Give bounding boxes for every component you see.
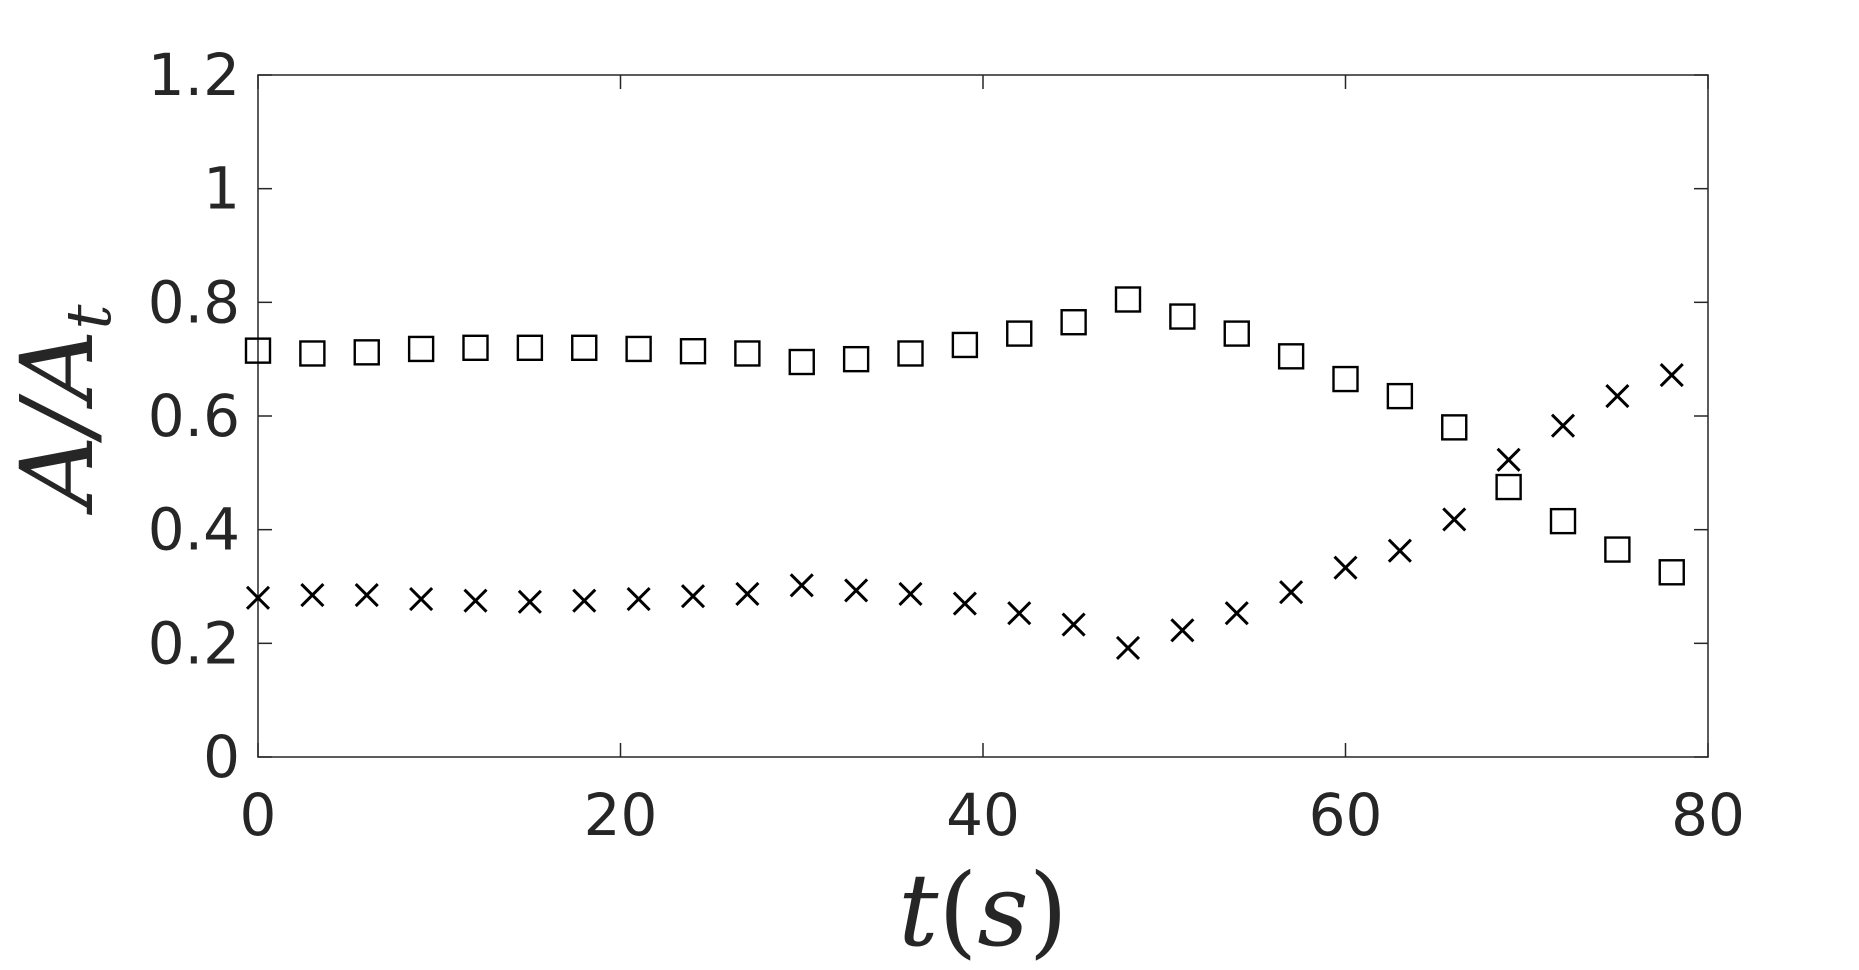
- square-marker: [1223, 320, 1250, 347]
- x-marker: [1170, 618, 1195, 643]
- square-marker: [353, 339, 380, 366]
- x-tick-label: 20: [584, 781, 658, 849]
- x-marker: [245, 585, 271, 610]
- y-tick-label: 0.2: [148, 609, 240, 677]
- tick-labels-layer: 0 20 40 60 80 0 0.2 0.4 0.6 0.8 1 1.2: [148, 41, 1745, 849]
- square-marker: [1060, 309, 1087, 336]
- square-marker: [1495, 473, 1522, 501]
- square-marker: [462, 334, 489, 361]
- x-marker: [463, 588, 488, 613]
- x-marker: [1442, 507, 1467, 532]
- square-marker: [788, 348, 815, 376]
- square-marker: [1169, 303, 1196, 330]
- square-marker: [516, 334, 544, 361]
- square-marker: [734, 340, 761, 367]
- x-marker: [1659, 363, 1684, 388]
- square-marker: [951, 331, 979, 359]
- x-marker: [1333, 555, 1358, 580]
- x-marker: [952, 591, 977, 616]
- y-tick-label: 0.6: [148, 382, 240, 450]
- square-marker: [571, 334, 598, 361]
- square-marker: [1549, 507, 1577, 535]
- x-tick-label: 40: [946, 781, 1020, 849]
- x-axis-label-main: t: [898, 852, 939, 969]
- x-marker: [680, 584, 706, 609]
- x-axis-label-var: s: [977, 852, 1028, 969]
- square-marker: [625, 335, 652, 363]
- square-marker: [1658, 559, 1685, 586]
- y-tick-label: 0.8: [148, 268, 240, 336]
- x-tick-label: 80: [1671, 781, 1745, 849]
- square-marker: [679, 338, 707, 365]
- square-marker: [842, 345, 870, 373]
- x-marker: [1224, 601, 1249, 626]
- x-marker: [626, 586, 651, 612]
- x-tick-label: 60: [1309, 781, 1383, 849]
- x-marker: [572, 588, 597, 613]
- square-marker: [1277, 343, 1305, 370]
- x-marker: [409, 586, 434, 612]
- y-axis-label-main: A/A: [0, 329, 116, 515]
- y-tick-label: 0.4: [148, 496, 240, 564]
- x-marker: [1387, 538, 1412, 563]
- x-axis-label: t(s): [898, 852, 1068, 969]
- x-marker: [1007, 601, 1032, 626]
- x-axis-label-paren-open: (: [938, 852, 977, 969]
- x-marker: [1279, 580, 1304, 605]
- x-marker: [898, 581, 923, 606]
- square-marker: [407, 335, 435, 363]
- square-marker: [1386, 382, 1414, 410]
- ticks-layer: [257, 74, 1709, 758]
- markers-layer: [244, 286, 1685, 660]
- y-axis-label: A/At: [0, 304, 125, 515]
- x-marker: [517, 589, 542, 614]
- x-marker: [844, 578, 869, 603]
- x-marker: [1496, 447, 1521, 472]
- series-1-x-markers: [245, 363, 1684, 660]
- x-marker: [354, 582, 379, 608]
- plot-area: [257, 74, 1709, 758]
- x-marker: [1061, 612, 1086, 637]
- square-marker: [299, 340, 326, 367]
- x-axis-label-paren-close: ): [1029, 852, 1068, 969]
- y-axis-label-subscript: t: [52, 304, 125, 329]
- y-tick-label: 1: [203, 155, 240, 223]
- square-marker: [897, 340, 924, 367]
- x-marker: [1550, 413, 1576, 438]
- square-marker: [244, 337, 272, 364]
- y-tick-label: 0: [203, 723, 240, 791]
- x-tick-label: 0: [240, 781, 277, 849]
- square-marker: [1114, 286, 1142, 313]
- x-marker: [735, 581, 760, 606]
- x-marker: [300, 582, 325, 608]
- square-marker: [1604, 536, 1631, 563]
- x-marker: [789, 573, 814, 598]
- square-marker: [1332, 365, 1359, 393]
- x-marker: [1605, 384, 1630, 409]
- x-marker: [1115, 635, 1141, 660]
- square-marker: [1006, 320, 1033, 347]
- square-marker: [1441, 414, 1468, 441]
- y-tick-label: 1.2: [148, 41, 240, 109]
- series-0-square-markers: [244, 286, 1685, 586]
